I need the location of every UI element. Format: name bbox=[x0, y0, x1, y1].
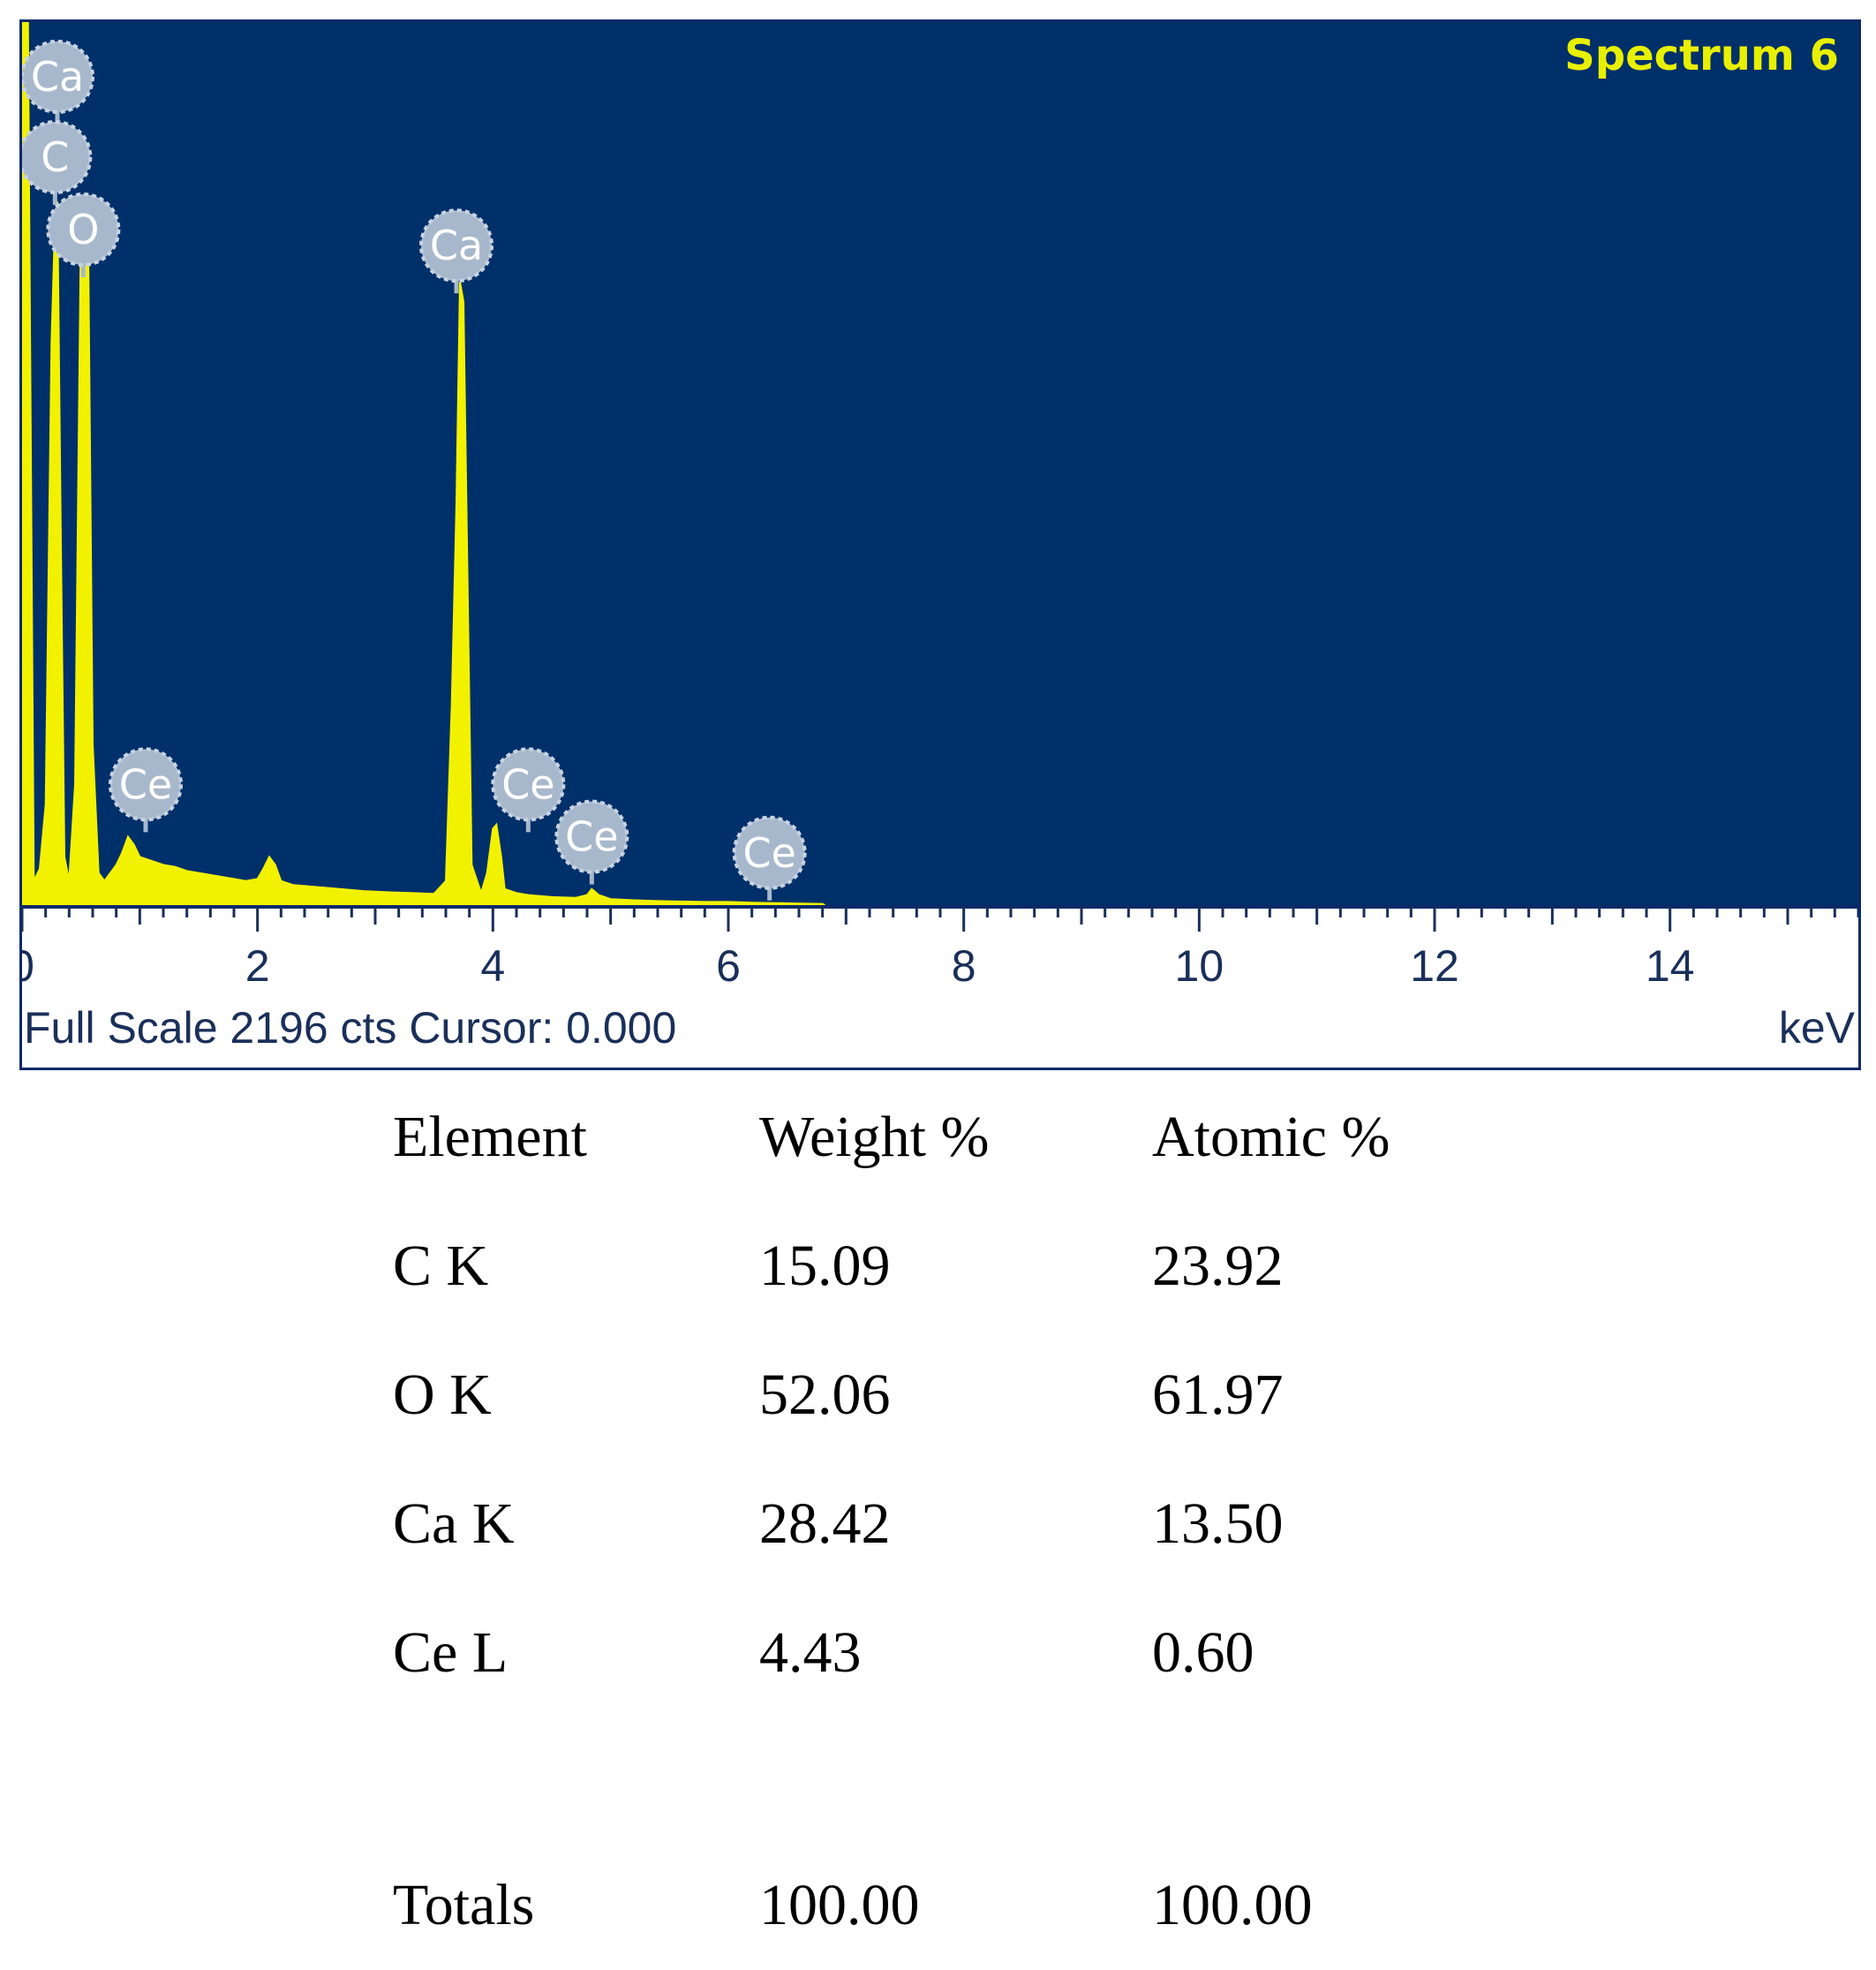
header-element: Element bbox=[393, 1105, 587, 1169]
composition-table: Element Weight % Atomic % C K 15.09 23.9… bbox=[393, 1073, 1505, 1970]
table-row: O K 52.06 61.97 bbox=[393, 1331, 1505, 1460]
table-spacer bbox=[393, 1717, 1505, 1841]
cell-weight: 52.06 bbox=[759, 1362, 891, 1427]
cell-element: C K bbox=[393, 1234, 489, 1298]
cell-element: O K bbox=[393, 1362, 492, 1427]
peak-label-ca: Ca bbox=[419, 208, 493, 294]
totals-atomic: 100.00 bbox=[1152, 1873, 1313, 1937]
chart-title: Spectrum 6 bbox=[1564, 31, 1839, 80]
x-axis-strip: 0 2 4 6 8 10 12 14 bbox=[22, 905, 1858, 1068]
peak-label-o: O bbox=[46, 192, 121, 277]
cell-atomic: 61.97 bbox=[1152, 1362, 1284, 1427]
full-scale-readout: Full Scale 2196 cts Cursor: 0.000 bbox=[24, 1003, 677, 1053]
peak-label-text: Ce bbox=[742, 829, 795, 877]
x-axis: 0 2 4 6 8 10 12 14 bbox=[22, 905, 1858, 991]
peak-label-text: C bbox=[41, 133, 69, 181]
peak-label-ce: Ce bbox=[491, 747, 566, 833]
spectrum-trace bbox=[22, 22, 825, 905]
cell-weight: 28.42 bbox=[759, 1491, 891, 1556]
x-tick-label: 6 bbox=[716, 941, 741, 991]
peak-label-text: Ca bbox=[31, 53, 84, 101]
cell-atomic: 0.60 bbox=[1152, 1620, 1254, 1685]
peak-label-ce: Ce bbox=[554, 799, 629, 885]
totals-label: Totals bbox=[393, 1873, 535, 1937]
x-tick-label: 8 bbox=[952, 941, 976, 991]
cell-atomic: 23.92 bbox=[1152, 1234, 1284, 1298]
x-tick-label: 2 bbox=[245, 941, 270, 991]
table-totals-row: Totals 100.00 100.00 bbox=[393, 1841, 1505, 1970]
x-tick-label: 0 bbox=[22, 941, 34, 991]
table-row: Ca K 28.42 13.50 bbox=[393, 1460, 1505, 1589]
peak-label-text: Ce bbox=[565, 813, 618, 861]
cell-atomic: 13.50 bbox=[1152, 1491, 1284, 1556]
x-tick-label: 12 bbox=[1410, 941, 1459, 991]
header-weight: Weight % bbox=[759, 1105, 990, 1169]
peak-label-c: C bbox=[22, 120, 93, 206]
x-tick-label: 10 bbox=[1175, 941, 1224, 991]
peak-label-text: Ca bbox=[430, 222, 483, 269]
peak-label-ce: Ce bbox=[109, 747, 183, 833]
x-tick-label: 14 bbox=[1646, 941, 1695, 991]
table-header-row: Element Weight % Atomic % bbox=[393, 1073, 1505, 1202]
header-atomic: Atomic % bbox=[1152, 1105, 1390, 1169]
plot-area: Ca C O Ca Ce Ce Ce Ce Spectrum 6 bbox=[22, 22, 1858, 905]
peak-label-ce: Ce bbox=[732, 815, 807, 901]
peak-label-ca: Ca bbox=[22, 39, 94, 125]
peak-label-text: O bbox=[67, 206, 99, 253]
table-row: C K 15.09 23.92 bbox=[393, 1202, 1505, 1331]
cell-element: Ce L bbox=[393, 1620, 509, 1685]
peak-label-text: Ce bbox=[501, 760, 554, 808]
totals-weight: 100.00 bbox=[759, 1873, 920, 1937]
cell-weight: 15.09 bbox=[759, 1234, 891, 1298]
table-row: Ce L 4.43 0.60 bbox=[393, 1589, 1505, 1717]
peak-label-text: Ce bbox=[119, 760, 172, 808]
x-tick-label: 4 bbox=[480, 941, 505, 991]
x-axis-unit: keV bbox=[1778, 1003, 1855, 1053]
cell-element: Ca K bbox=[393, 1491, 515, 1556]
cell-weight: 4.43 bbox=[759, 1620, 862, 1685]
